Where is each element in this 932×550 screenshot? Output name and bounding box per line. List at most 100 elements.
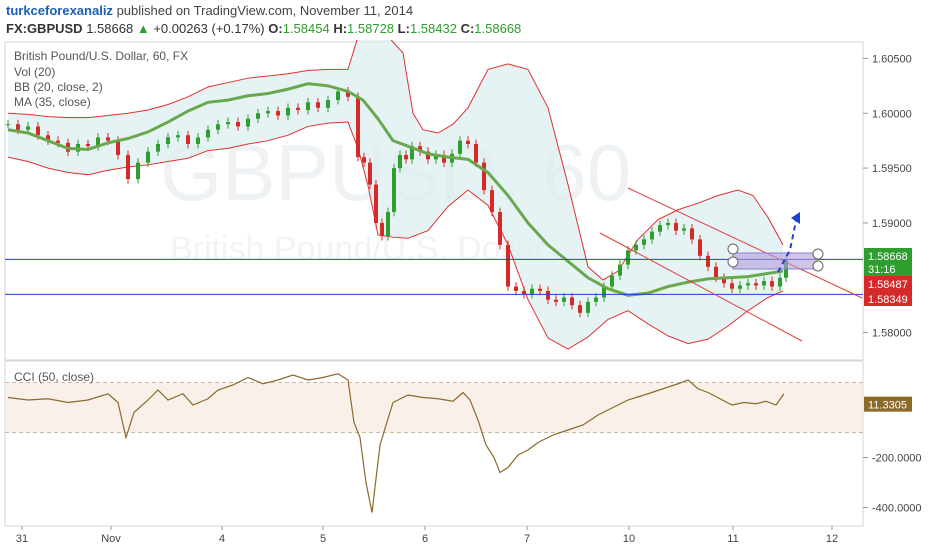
candles [6, 86, 788, 318]
candle-body [426, 151, 430, 160]
candle-body [698, 239, 702, 256]
candle-body [374, 184, 378, 223]
candle-body [216, 124, 220, 130]
price-tag-box [864, 291, 912, 306]
candle-body [410, 146, 414, 160]
low-value: 1.58432 [409, 21, 457, 36]
watermark-name: British Pound/U.S. Dollar [170, 230, 546, 268]
cci-line [7, 373, 785, 513]
handle-marker [727, 243, 739, 255]
change-value: +0.00263 (+0.17%) [153, 21, 265, 36]
candle-body [156, 143, 160, 152]
cci-y-tick-label: -200.0000 [872, 453, 922, 465]
x-tick-label: 5 [320, 533, 326, 545]
legend-cci: CCI (50, close) [14, 370, 94, 384]
candle-body [610, 275, 614, 287]
candle-body [730, 283, 734, 289]
candle-body [398, 154, 402, 169]
candle-body [386, 211, 390, 237]
candle-body [498, 211, 502, 245]
candle-body [226, 122, 230, 125]
candle-body [546, 290, 550, 300]
moving-average [7, 82, 784, 297]
candle-body [554, 299, 558, 302]
x-tick-label: 4 [219, 533, 225, 545]
candle-body [16, 124, 20, 130]
candle-body [578, 305, 582, 313]
price-tag-label: 31:16 [868, 264, 896, 276]
candle-body [206, 129, 210, 138]
cci-value-label: 11.3305 [868, 400, 907, 412]
x-tick-label: 11 [727, 533, 738, 545]
arrow-head [791, 212, 800, 224]
candle-body [738, 285, 742, 289]
candle-body [86, 143, 90, 147]
candle-body [602, 286, 606, 298]
x-tick-label: 12 [826, 533, 838, 545]
candle-body [658, 225, 662, 232]
candle-body [690, 228, 694, 240]
candle-body [392, 168, 396, 212]
candle-body [570, 297, 574, 306]
cci-indicator [5, 373, 863, 513]
y-tick-label: 1.59500 [872, 163, 912, 175]
candle-body [754, 283, 758, 286]
candle-body [166, 137, 170, 144]
candle-body [106, 137, 110, 141]
candle-body [368, 162, 372, 185]
candle-body [722, 277, 726, 284]
candle-body [770, 281, 774, 287]
candle-body [306, 102, 310, 110]
channel-lower-line [599, 232, 803, 342]
candle-body [682, 228, 686, 231]
candle-body [286, 107, 290, 116]
candle-body [356, 96, 360, 158]
handle-marker [727, 256, 739, 268]
candle-body [778, 277, 782, 287]
legend-title: British Pound/U.S. Dollar, 60, FX [14, 49, 188, 63]
candle-body [404, 154, 408, 160]
candle-body [530, 288, 534, 295]
candle-body [336, 91, 340, 101]
axes: 31 Nov 4 5 6 7 10 11 12 1.60500 1.60000 1.59500 1.59… [16, 53, 922, 545]
candle-body [650, 231, 654, 240]
author-link[interactable]: turkceforexanaliz [6, 3, 113, 18]
channel-upper-line [627, 187, 863, 299]
publish-line: turkceforexanaliz published on TradingVi… [6, 3, 413, 18]
candle-body [634, 244, 638, 251]
publish-info: published on TradingView.com, November 1… [116, 3, 414, 18]
x-tick-label: 31 [16, 533, 28, 545]
ma-line [7, 82, 784, 297]
candle-body [96, 137, 100, 147]
candle-body [362, 157, 366, 163]
price-tag-label: 1.58668 [868, 251, 908, 263]
high-value: 1.58728 [347, 21, 395, 36]
change-arrow-icon: ▲ [136, 21, 150, 36]
chart-canvas[interactable]: GBPUSD, 60 British Pound/U.S. Dollar 31 N… [0, 40, 932, 550]
candle-body [326, 100, 330, 108]
price-tag-box [864, 261, 912, 276]
open-value: 1.58454 [282, 21, 330, 36]
legend-ma: MA (35, close) [14, 95, 91, 109]
y-tick-label: 1.59000 [872, 218, 912, 230]
candle-body [186, 135, 190, 144]
y-tick-label: 1.60500 [872, 53, 912, 65]
candle-body [46, 135, 50, 141]
chart-header: turkceforexanaliz published on TradingVi… [0, 0, 932, 40]
candle-body [762, 281, 766, 286]
candle-body [618, 264, 622, 276]
candle-body [136, 162, 140, 180]
handle-marker [812, 260, 824, 272]
candle-body [346, 91, 350, 97]
high-label: H: [333, 21, 348, 36]
candle-body [266, 111, 270, 114]
drawings[interactable] [5, 187, 863, 342]
candle-body [380, 222, 384, 237]
target-box [732, 252, 818, 270]
close-label: C: [460, 21, 475, 36]
close-value: 1.58668 [474, 21, 522, 36]
candle-body [256, 113, 260, 119]
candle-body [296, 107, 300, 110]
low-label: L: [397, 21, 410, 36]
legend-vol: Vol (20) [14, 65, 55, 79]
